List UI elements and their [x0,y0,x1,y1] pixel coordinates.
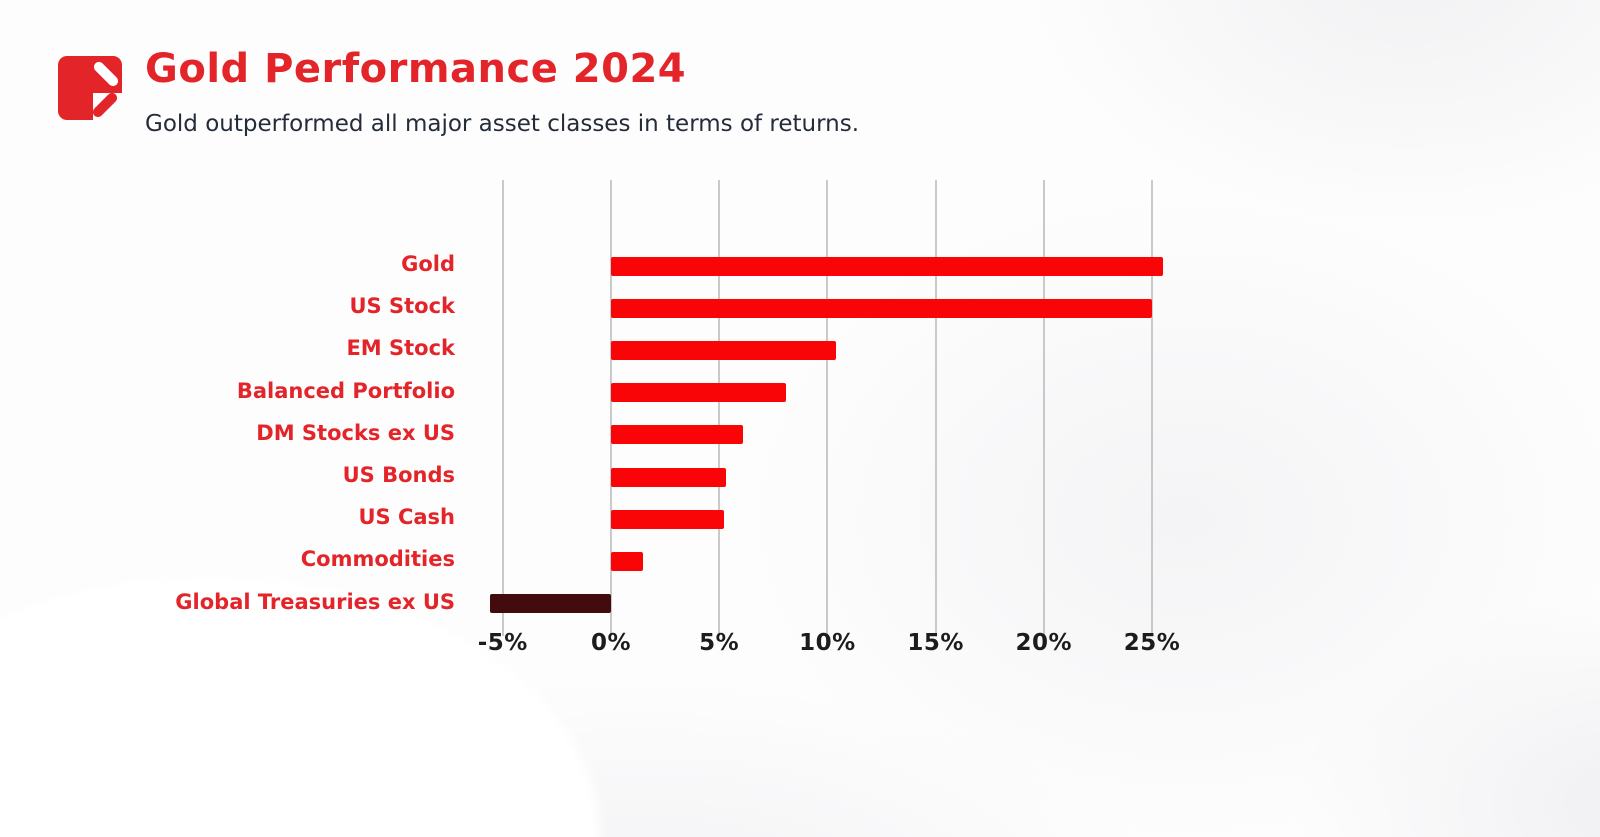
category-label: US Cash [358,505,455,530]
category-label: Gold [401,252,455,276]
page-title: Gold Performance 2024 [145,46,687,92]
gridline-15% [934,180,937,636]
category-label: US Bonds [342,463,455,487]
brand-logo [58,56,122,120]
category-label: EM Stock [346,336,455,361]
category-label: DM Stocks ex US [256,420,455,445]
x-axis-tick-label: 10% [799,630,856,656]
x-axis-tick-label: 25% [1123,630,1181,656]
bar-us-bonds [611,467,726,487]
x-axis-tick-label: 20% [1015,630,1073,656]
gridline--5% [501,180,504,636]
gridline-20% [1042,180,1045,636]
gridline-10% [826,180,829,636]
gridline-25% [1151,180,1153,636]
bar-balanced-portfolio [611,383,787,403]
bar-gold [611,256,1163,276]
gridline-0% [610,180,612,636]
category-label: Commodities [300,547,455,572]
bar-commodities [611,551,644,571]
bar-dm-stocks-ex-us [611,425,743,445]
page-subtitle: Gold outperformed all major asset classe… [145,111,860,137]
x-axis-tick-label: -5% [477,630,528,656]
x-axis-tick-label: 0% [590,630,632,656]
category-label: US Stock [349,294,456,319]
logo-slash-icon [90,90,120,120]
bar-global-treasuries-ex-us [489,594,611,614]
bar-em-stock [611,340,837,360]
category-label: Balanced Portfolio [236,378,455,403]
gridline-5% [718,180,721,636]
x-axis-tick-label: 5% [699,630,740,656]
category-label: Global Treasuries ex US [175,589,455,614]
bar-us-cash [611,509,724,529]
bar-us-stock [611,298,1152,318]
x-axis-tick-label: 15% [907,630,964,656]
